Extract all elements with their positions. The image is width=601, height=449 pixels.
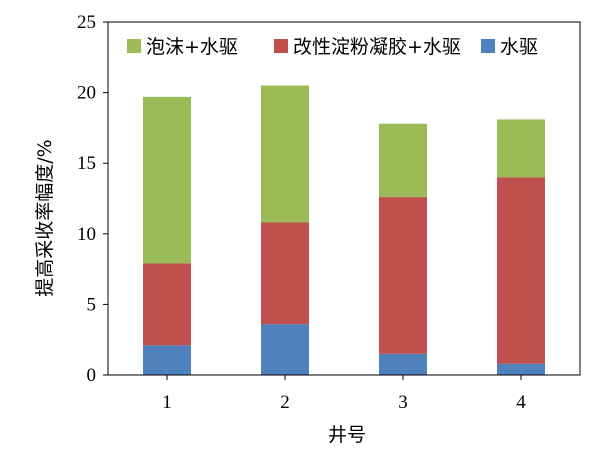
bar-segment-well-3-series-0 bbox=[379, 353, 427, 375]
axes-layer: 1 2 3 4 0 5 10 15 20 25 bbox=[77, 12, 581, 413]
legend-swatch bbox=[481, 39, 495, 53]
bar-segment-well-2-series-2 bbox=[261, 85, 309, 223]
y-tick-label: 25 bbox=[77, 12, 96, 33]
legend-swatch bbox=[274, 39, 288, 53]
bar-segment-well-2-series-0 bbox=[261, 324, 309, 375]
legend: 泡沫+水驱 改性淀粉凝胶+水驱 水驱 bbox=[127, 36, 538, 58]
legend-label: 水驱 bbox=[500, 36, 538, 58]
plot-frame bbox=[107, 21, 581, 376]
x-tick-label: 1 bbox=[162, 392, 172, 413]
legend-label: 改性淀粉凝胶+水驱 bbox=[293, 36, 461, 58]
bar-segment-well-3-series-2 bbox=[379, 123, 427, 198]
bar-segment-well-4-series-0 bbox=[497, 363, 545, 375]
bar-segment-well-1-series-0 bbox=[143, 345, 191, 375]
legend-label: 泡沫+水驱 bbox=[146, 36, 238, 58]
bar-segment-well-4-series-1 bbox=[497, 177, 545, 364]
y-tick-label: 10 bbox=[77, 224, 96, 245]
bar-segment-well-1-series-1 bbox=[143, 263, 191, 346]
legend-swatch bbox=[127, 39, 141, 53]
y-tick-label: 0 bbox=[87, 365, 97, 386]
y-tick-label: 15 bbox=[77, 153, 96, 174]
y-tick-label: 5 bbox=[87, 294, 97, 315]
bar-segment-well-3-series-1 bbox=[379, 197, 427, 354]
bar-segment-well-1-series-2 bbox=[143, 96, 191, 264]
bars-layer bbox=[143, 85, 545, 375]
x-tick-label: 3 bbox=[398, 392, 408, 413]
bar-segment-well-4-series-2 bbox=[497, 119, 545, 178]
x-tick-label: 4 bbox=[516, 392, 526, 413]
x-tick-label: 2 bbox=[280, 392, 290, 413]
y-axis-title: 提高采收率幅度/% bbox=[34, 139, 56, 296]
y-tick-label: 20 bbox=[77, 83, 96, 104]
x-axis-title: 井号 bbox=[328, 424, 366, 446]
bar-segment-well-2-series-1 bbox=[261, 222, 309, 325]
